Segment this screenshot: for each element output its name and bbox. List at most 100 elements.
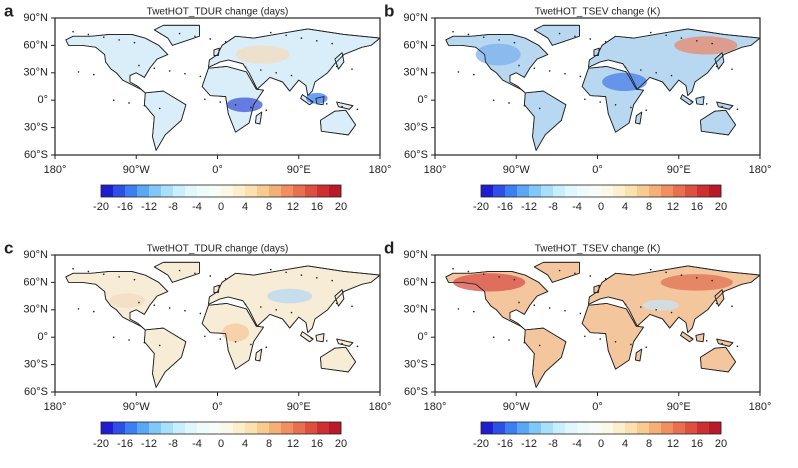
panel-title: TwetHOT_TDUR change (days) [147, 7, 289, 18]
significance-dot [670, 311, 673, 314]
significance-dot [93, 310, 95, 313]
colorbar-segment [649, 185, 662, 197]
significance-dot [77, 308, 80, 310]
significance-dot [574, 272, 576, 275]
colorbar-label: -16 [497, 201, 513, 213]
colorbar-segment [517, 422, 530, 434]
colorbar-segment [161, 422, 174, 434]
lon-label: 180° [44, 164, 67, 176]
land-transform [445, 24, 760, 151]
anomaly-patch [235, 45, 290, 64]
lat-label: 60°N [403, 276, 428, 288]
significance-dot [538, 344, 541, 347]
significance-dot [335, 65, 338, 68]
land-transform [65, 261, 380, 388]
significance-dot [558, 269, 561, 272]
significance-dot [112, 336, 115, 339]
colorbar-segment [101, 185, 114, 197]
significance-dot [624, 66, 627, 69]
colorbar-segment [137, 422, 150, 434]
colorbar-frame [100, 184, 342, 198]
significance-dot [579, 75, 582, 78]
significance-dot [102, 273, 105, 276]
significance-dot [599, 101, 602, 103]
significance-dot [452, 267, 454, 270]
colorbar-segment [481, 185, 494, 197]
colorbar-segment [281, 185, 294, 197]
lon-label: 0° [212, 401, 223, 413]
significance-dot [690, 337, 693, 339]
panel-title: TwetHOT_TSEV change (K) [535, 7, 661, 18]
anomaly-patch [267, 288, 313, 304]
colorbar-label: 8 [266, 438, 272, 450]
panel-title: TwetHOT_TDUR change (days) [147, 244, 289, 255]
significance-dot [508, 102, 510, 104]
significance-dot [640, 69, 642, 71]
colorbar-segment [257, 422, 270, 434]
colorbar-segment [601, 185, 614, 197]
significance-dot [234, 103, 237, 106]
significance-dot [548, 70, 551, 72]
colorbar-segment [505, 422, 518, 434]
significance-dot [128, 339, 130, 341]
significance-dot [341, 105, 343, 108]
lon-label: 90°E [287, 164, 311, 176]
significance-dot [492, 99, 495, 102]
significance-dot [315, 277, 318, 279]
colorbar-label: 8 [646, 438, 652, 450]
significance-dot [705, 103, 708, 105]
significance-dot [467, 270, 470, 273]
anomaly-patch [222, 323, 250, 342]
significance-dot [275, 308, 277, 311]
colorbar-label: 16 [691, 438, 703, 450]
colorbar-segment [685, 422, 698, 434]
significance-dot [204, 335, 206, 338]
significance-dot [721, 342, 723, 345]
significance-dot [250, 343, 252, 346]
lon-label: 90°E [667, 401, 691, 413]
significance-dot [178, 269, 181, 272]
lat-label: 60°S [24, 386, 48, 398]
colorbar-segment [637, 185, 650, 197]
colorbar-label: 0 [218, 438, 224, 450]
significance-dot [300, 274, 303, 276]
significance-dot [645, 109, 648, 112]
lat-label: 30°N [23, 304, 48, 316]
colorbar-label: 4 [242, 201, 248, 213]
significance-dot [523, 341, 526, 344]
colorbar-segment [149, 422, 162, 434]
significance-dot [285, 271, 287, 274]
colorbar-segment [245, 185, 258, 197]
significance-dot [655, 71, 657, 74]
lon-label: 0° [212, 164, 223, 176]
anomaly-patch [226, 97, 263, 113]
colorbar-label: -16 [497, 438, 513, 450]
lon-label: 180° [369, 401, 392, 413]
colorbar-segment [541, 185, 554, 197]
significance-dot [690, 100, 693, 102]
land-group [65, 24, 380, 151]
colorbar-segment [649, 422, 662, 434]
significance-dot [250, 106, 252, 109]
significance-dot [715, 65, 718, 68]
colorbar-segment [493, 185, 506, 197]
anomaly-patch [453, 273, 526, 292]
colorbar-label: 8 [646, 201, 652, 213]
lat-label: 30°S [24, 359, 48, 371]
significance-dot [548, 307, 551, 309]
land-group [445, 24, 760, 151]
significance-dot [482, 36, 485, 39]
significance-dot [579, 312, 582, 315]
colorbar-label: -8 [168, 438, 178, 450]
significance-dot [665, 271, 667, 274]
significance-dot [325, 340, 328, 342]
significance-dot [118, 39, 120, 41]
lat-label: 60°S [24, 149, 48, 161]
colorbar-segment [125, 185, 138, 197]
significance-dot [711, 42, 713, 45]
colorbar-segment [305, 422, 318, 434]
colorbar-label: -16 [117, 201, 133, 213]
lat-label: 30°S [24, 122, 48, 134]
significance-dot [310, 337, 313, 339]
significance-dot [269, 268, 272, 271]
